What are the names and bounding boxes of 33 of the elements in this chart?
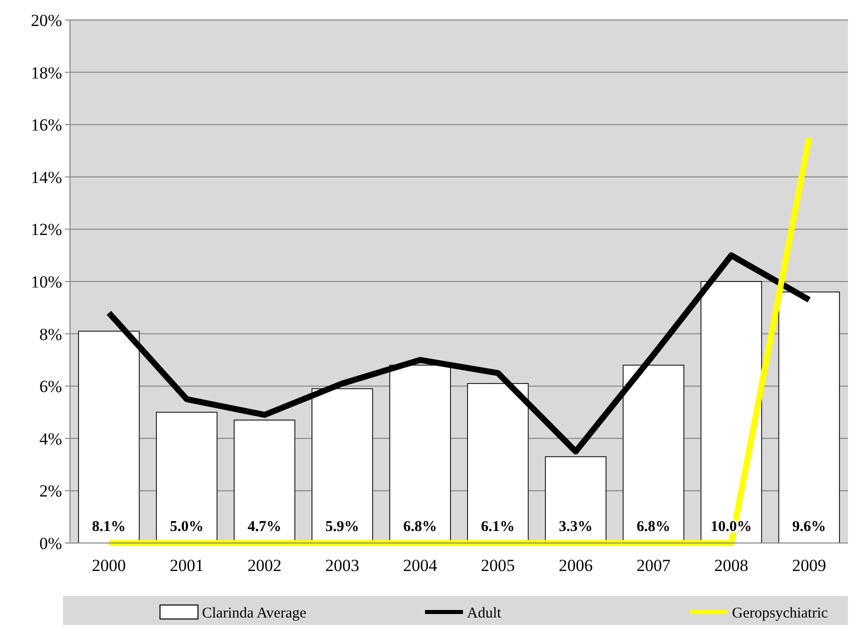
x-tick-label: 2003 <box>325 556 360 575</box>
y-tick-label: 0% <box>39 534 62 553</box>
y-tick-label: 8% <box>39 324 62 344</box>
legend-label: Adult <box>467 605 502 622</box>
y-tick-label: 10% <box>30 272 62 292</box>
x-tick-label: 2002 <box>248 556 282 575</box>
legend-label: Clarinda Average <box>202 605 307 622</box>
y-tick-label: 16% <box>30 116 62 135</box>
y-tick-label: 18% <box>30 63 62 82</box>
data-label: 4.7% <box>248 519 282 535</box>
data-label: 9.6% <box>792 519 826 535</box>
x-tick-label: 2006 <box>558 556 593 575</box>
x-tick-label: 2005 <box>480 556 515 575</box>
x-tick-label: 2004 <box>403 556 438 575</box>
y-tick-label: 6% <box>39 377 62 396</box>
x-tick-label: 2000 <box>92 556 126 575</box>
data-label: 8.1% <box>92 519 126 535</box>
data-label: 5.0% <box>170 519 204 535</box>
y-tick-label: 12% <box>30 220 62 240</box>
y-tick-label: 4% <box>39 429 62 448</box>
data-label: 6.8% <box>636 519 670 535</box>
data-label: 5.9% <box>325 519 360 535</box>
y-tick-label: 2% <box>39 482 62 501</box>
x-tick-label: 2001 <box>170 556 204 575</box>
x-tick-label: 2008 <box>714 556 748 575</box>
data-label: 6.8% <box>403 519 437 535</box>
data-label: 6.1% <box>481 519 515 535</box>
y-tick-label: 14% <box>30 168 62 187</box>
x-tick-label: 2009 <box>792 556 826 575</box>
legend-label: Geropsychiatric <box>732 605 828 622</box>
data-label: 3.3% <box>558 519 593 535</box>
y-tick-label: 20% <box>30 10 62 30</box>
x-tick-label: 2007 <box>636 556 671 575</box>
